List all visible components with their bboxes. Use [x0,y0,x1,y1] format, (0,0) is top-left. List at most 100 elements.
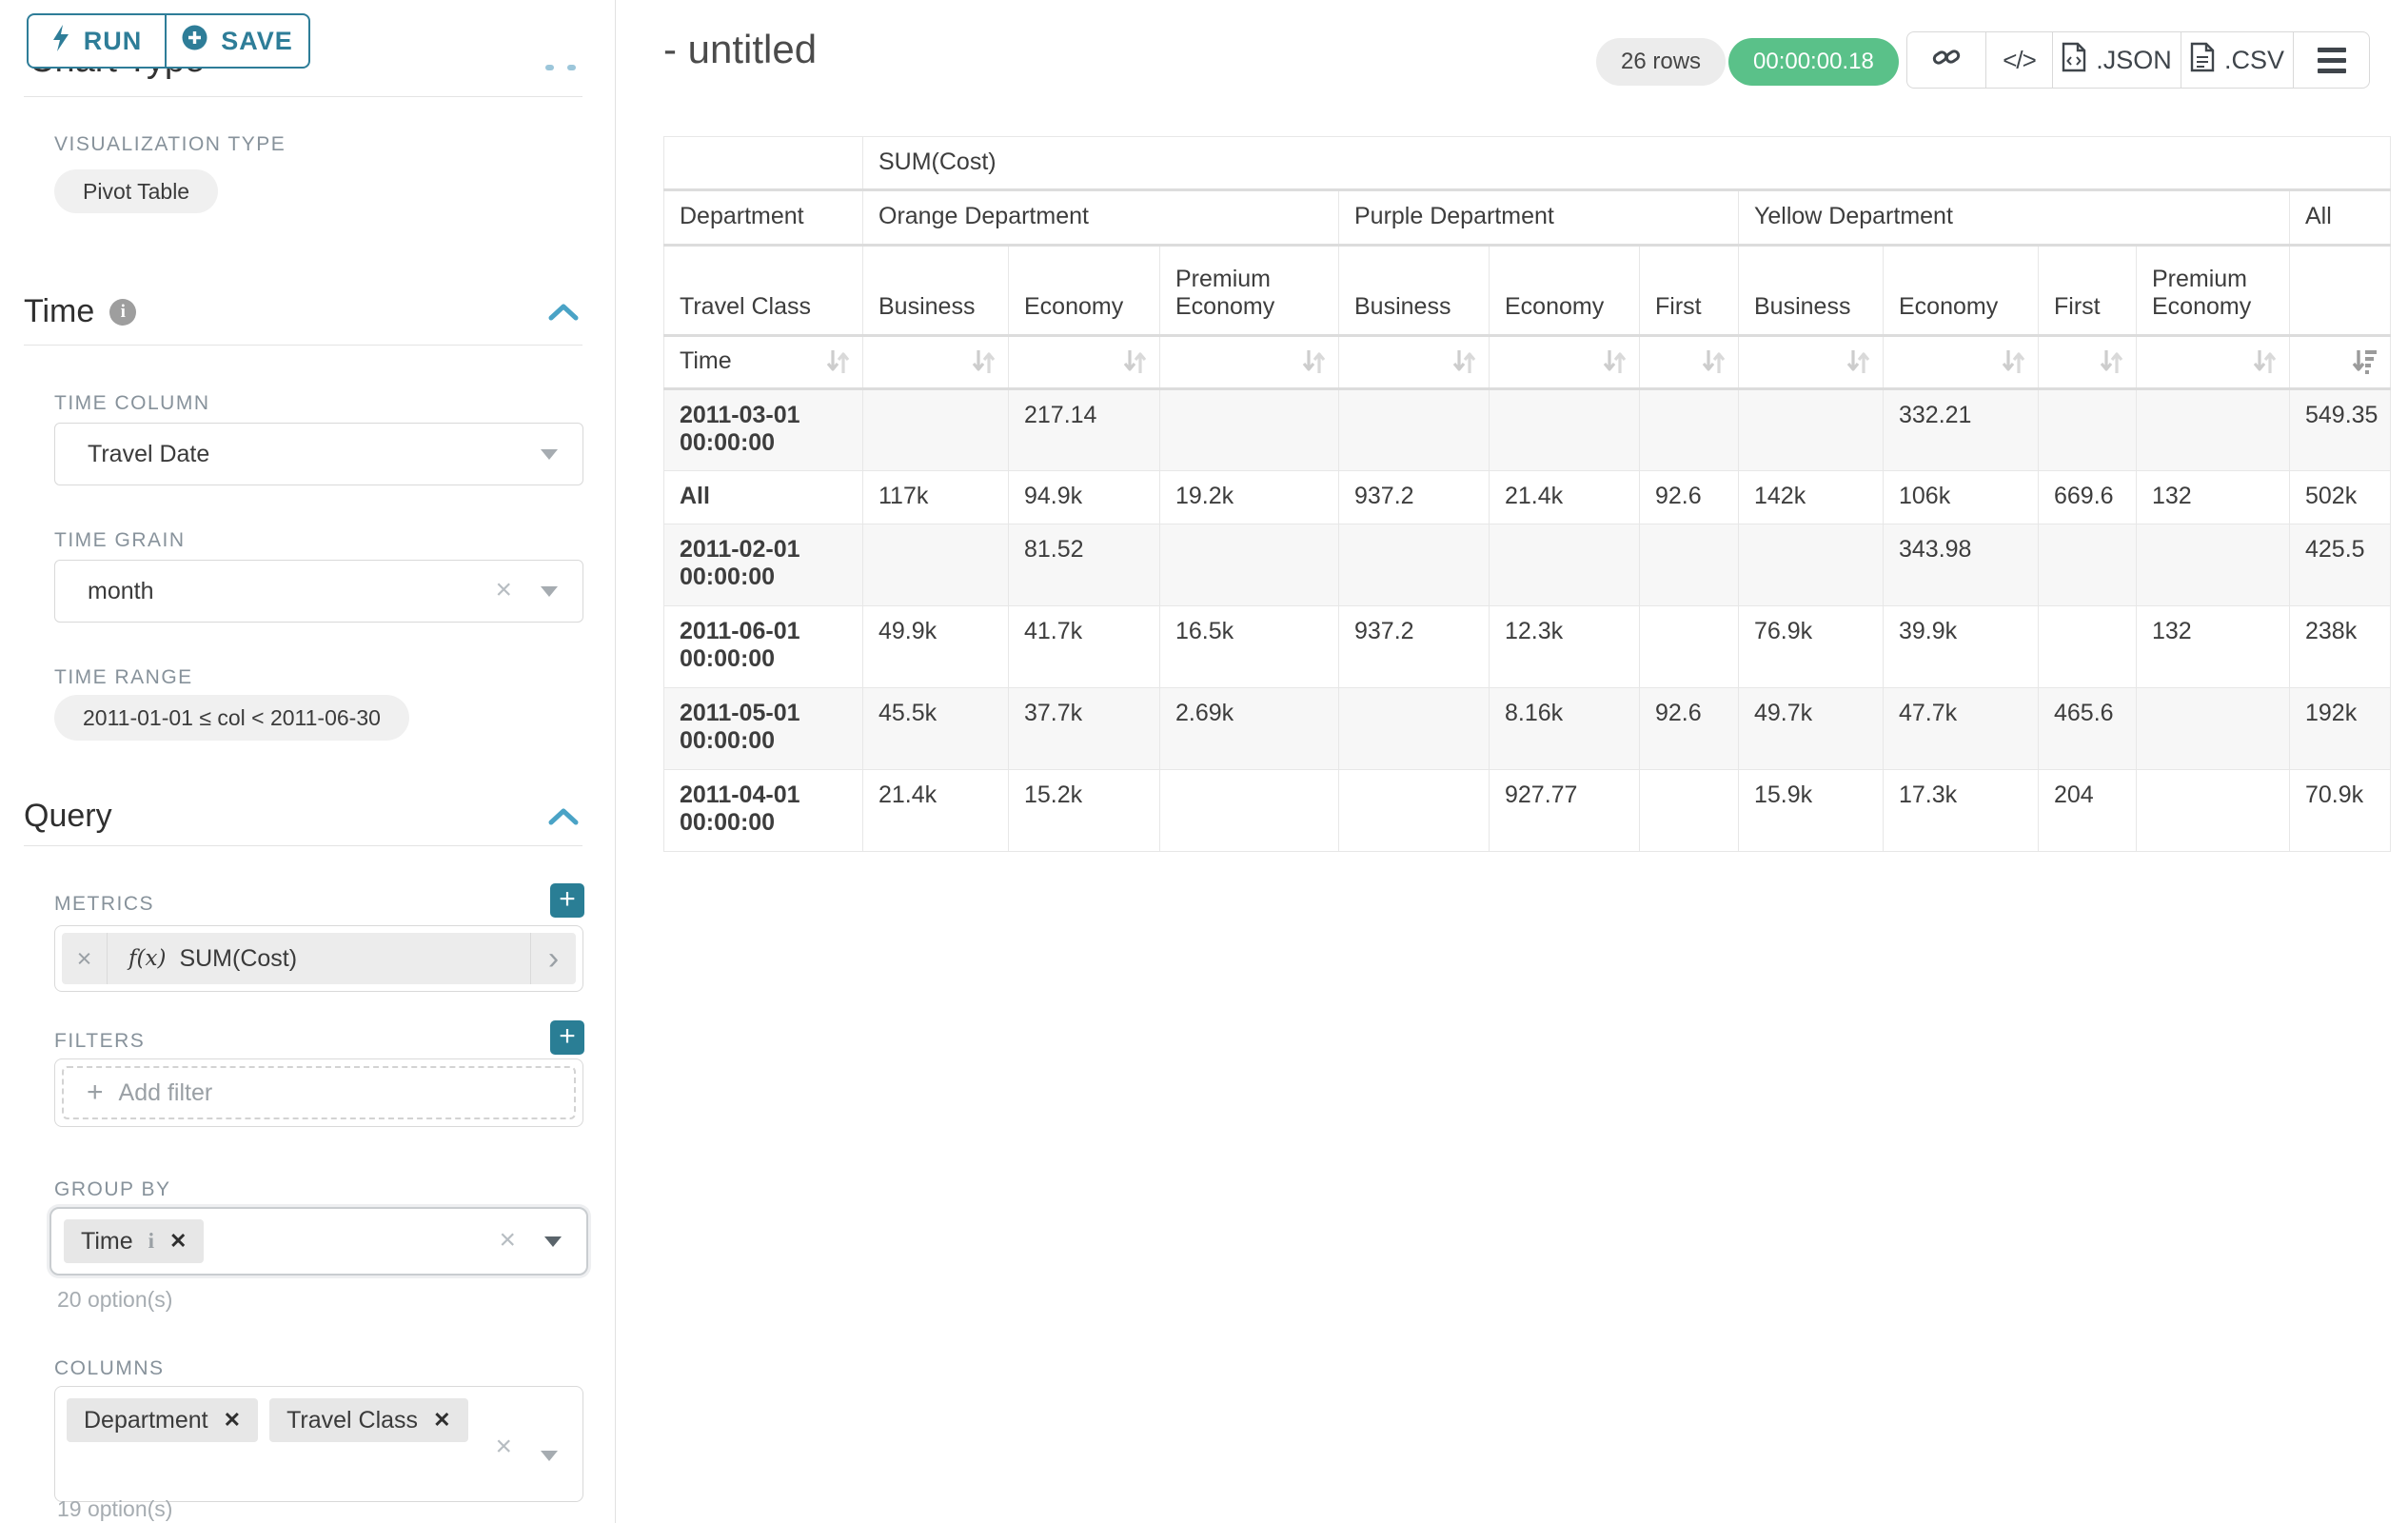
column-sort-header[interactable] [1639,335,1739,390]
time-sort-header[interactable]: Time [663,335,863,390]
column-sort-header[interactable] [1489,335,1640,390]
column-header: Business [1738,245,1884,337]
column-group-header: Purple Department [1338,189,1739,247]
sort-desc-icon[interactable] [2351,347,2378,376]
sort-icon[interactable] [1845,347,1871,376]
time-section-title: Time i [24,293,137,330]
table-cell [1489,388,1640,471]
columns-select[interactable]: Department ✕ Travel Class ✕ × [54,1386,583,1502]
add-metric-button[interactable]: + [550,883,584,918]
table-cell: 17.3k [1883,769,2039,852]
chevron-right-icon[interactable]: › [530,933,576,984]
time-column-label: TIME COLUMN [54,392,210,414]
table-cell [2038,388,2137,471]
table-cell [1159,769,1339,852]
remove-chip-icon[interactable]: ✕ [433,1408,451,1432]
view-query-button[interactable]: </> [1985,32,2052,88]
table-cell: 117k [862,470,1009,524]
divider [24,96,582,97]
column-sort-header[interactable] [2136,335,2290,390]
pivot-table-container: SUM(Cost) Department Orange Department Purp… [663,136,2392,852]
sort-icon[interactable] [1122,347,1148,376]
remove-metric-icon[interactable]: × [62,933,108,984]
table-cell [1639,388,1739,471]
remove-chip-icon[interactable]: ✕ [169,1229,188,1253]
save-button[interactable]: SAVE [166,13,310,69]
chevron-up-icon[interactable] [548,807,579,826]
column-sort-header[interactable] [1883,335,2039,390]
add-filter-plus-button[interactable]: + [550,1020,584,1055]
table-cell: 92.6 [1639,470,1739,524]
corner-cell [663,136,863,191]
sort-icon[interactable] [1301,347,1327,376]
sort-icon[interactable] [1451,347,1477,376]
table-cell: 192k [2288,687,2392,770]
time-grain-select[interactable]: month × [54,560,583,623]
export-csv-button[interactable]: .CSV [2181,32,2293,88]
query-section-title: Query [24,798,112,834]
sort-icon[interactable] [825,347,851,376]
column-sort-header[interactable] [2038,335,2137,390]
remove-chip-icon[interactable]: ✕ [223,1408,242,1432]
info-icon[interactable]: i [109,298,137,326]
column-sort-header[interactable] [1738,335,1884,390]
chevron-down-icon [544,1236,562,1247]
table-cell: 12.3k [1489,605,1640,688]
table-cell: 39.9k [1883,605,2039,688]
column-header: First [1639,245,1739,337]
table-cell [1338,769,1490,852]
columns-chip[interactable]: Department ✕ [67,1398,259,1442]
table-cell: 41.7k [1008,605,1160,688]
chevron-up-icon[interactable] [548,303,579,322]
file-code-icon [2062,42,2086,79]
column-group-header: Yellow Department [1738,189,2290,247]
table-cell: 937.2 [1338,605,1490,688]
plus-icon: + [87,1077,104,1108]
sort-icon[interactable] [2099,347,2124,376]
sort-icon[interactable] [1602,347,1628,376]
time-range-chip[interactable]: 2011-01-01 ≤ col < 2011-06-30 [54,695,409,741]
clear-icon[interactable]: × [499,1223,516,1256]
run-save-button-group: RUN SAVE [27,13,310,69]
columns-chip[interactable]: Travel Class ✕ [269,1398,468,1442]
group-by-chip[interactable]: Time i ✕ [64,1219,205,1263]
clear-icon[interactable]: × [495,1430,512,1462]
sort-icon[interactable] [971,347,997,376]
add-filter-button[interactable]: + Add filter [62,1066,576,1119]
table-cell: 49.9k [862,605,1009,688]
info-icon[interactable]: i [148,1229,155,1253]
time-grain-label: TIME GRAIN [54,529,186,551]
metric-chip[interactable]: × f(x) SUM(Cost) › [62,933,576,984]
column-sort-header[interactable] [862,335,1009,390]
table-cell: 8.16k [1489,687,1640,770]
table-cell: 92.6 [1639,687,1739,770]
share-link-button[interactable] [1907,32,1985,88]
sort-icon[interactable] [2252,347,2278,376]
table-row: All 117k 94.9k 19.2k 937.2 21.4k 92.6 142k 106k 6… [663,470,2392,524]
group-by-select[interactable]: Time i ✕ × [49,1207,588,1276]
table-cell [1338,524,1490,606]
department-dim-header: Department [663,189,863,247]
time-column-select[interactable]: Travel Date [54,423,583,485]
table-cell: 132 [2136,470,2290,524]
export-json-button[interactable]: .JSON [2052,32,2181,88]
table-cell [2136,524,2290,606]
table-row: 2011-02-01 00:00:00 81.52 343.98 425.5 [663,524,2392,606]
column-header [2288,245,2392,337]
run-button[interactable]: RUN [27,13,166,69]
column-sort-header[interactable] [1338,335,1490,390]
table-cell [1159,524,1339,606]
column-sort-header[interactable] [1159,335,1339,390]
column-sort-header[interactable] [2288,335,2392,390]
chart-title[interactable]: - untitled [663,27,818,71]
more-menu-button[interactable] [2293,32,2369,88]
viz-type-chip[interactable]: Pivot Table [54,169,219,213]
table-cell [1639,769,1739,852]
chevron-down-icon [541,449,558,460]
clear-icon[interactable]: × [495,573,512,605]
sort-icon[interactable] [2001,347,2026,376]
sort-icon[interactable] [1701,347,1727,376]
pivot-table: SUM(Cost) Department Orange Department Purp… [663,136,2392,852]
column-sort-header[interactable] [1008,335,1160,390]
row-label: 2011-06-01 00:00:00 [663,605,863,688]
